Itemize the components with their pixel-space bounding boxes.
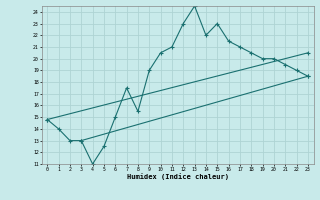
X-axis label: Humidex (Indice chaleur): Humidex (Indice chaleur) [127,173,228,180]
